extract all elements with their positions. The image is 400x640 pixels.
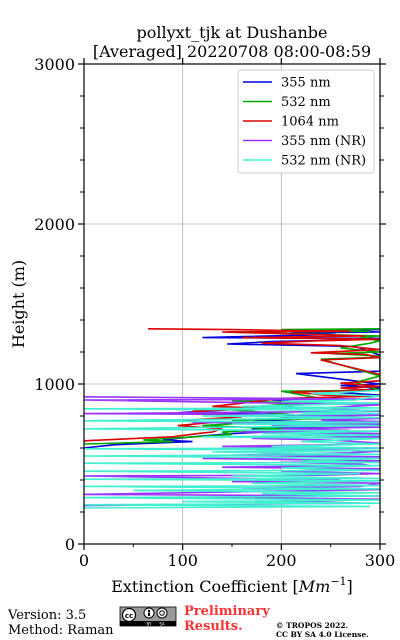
- series-line-4: [84, 389, 380, 509]
- copyright-line2: CC BY SA 4.0 License.: [276, 630, 369, 639]
- by-icon-body: [148, 612, 150, 616]
- chart-title: pollyxt_tjk at Dushanbe: [136, 23, 327, 42]
- series-line-1: [84, 328, 380, 445]
- cc-badge-bottom: [120, 621, 176, 626]
- legend-box: [237, 69, 375, 174]
- by-icon-head: [147, 609, 151, 613]
- x-axis-label: Extinction Coefficient [Mm−1]: [111, 575, 353, 596]
- legend-label-2: 1064 nm: [281, 115, 339, 130]
- x-tick-label: 0: [79, 551, 89, 570]
- sa-badge-text: SA: [159, 622, 165, 627]
- x-tick-label: 300: [365, 551, 396, 570]
- cc-icon: [121, 607, 137, 623]
- chart-subtitle: [Averaged] 20220708 08:00-08:59: [93, 42, 371, 61]
- x-tick-label: 200: [266, 551, 297, 570]
- method-text: Method: Raman: [8, 623, 114, 638]
- y-tick-label: 0: [65, 535, 75, 554]
- legend: 355 nm 532 nm 1064 nm 355 nm (NR) 532 nm (NR…: [237, 69, 375, 174]
- x-tick-label: 100: [167, 551, 198, 570]
- series-group: [84, 328, 380, 509]
- legend-label-4: 532 nm (NR): [281, 154, 366, 169]
- legend-label-1: 532 nm: [281, 95, 331, 110]
- copyright-line1: © TROPOS 2022.: [276, 621, 348, 630]
- version-text: Version: 3.5: [7, 608, 86, 623]
- y-tick-label: 2000: [34, 215, 75, 234]
- preliminary-results-line2: Results.: [184, 619, 243, 634]
- preliminary-results-line1: Preliminary: [184, 604, 270, 619]
- y-tick-label: 1000: [34, 375, 75, 394]
- cc-icon-letters: cc: [125, 612, 133, 620]
- sa-icon-inner: [159, 610, 165, 616]
- sa-icon: [156, 607, 168, 619]
- by-badge-text: BY: [147, 622, 153, 627]
- legend-label-0: 355 nm: [281, 76, 331, 91]
- cc-license-badge: cc BY SA: [119, 606, 177, 627]
- y-tick-label: 3000: [34, 55, 75, 74]
- y-axis-label: Height (m): [9, 260, 28, 348]
- legend-label-3: 355 nm (NR): [281, 134, 366, 149]
